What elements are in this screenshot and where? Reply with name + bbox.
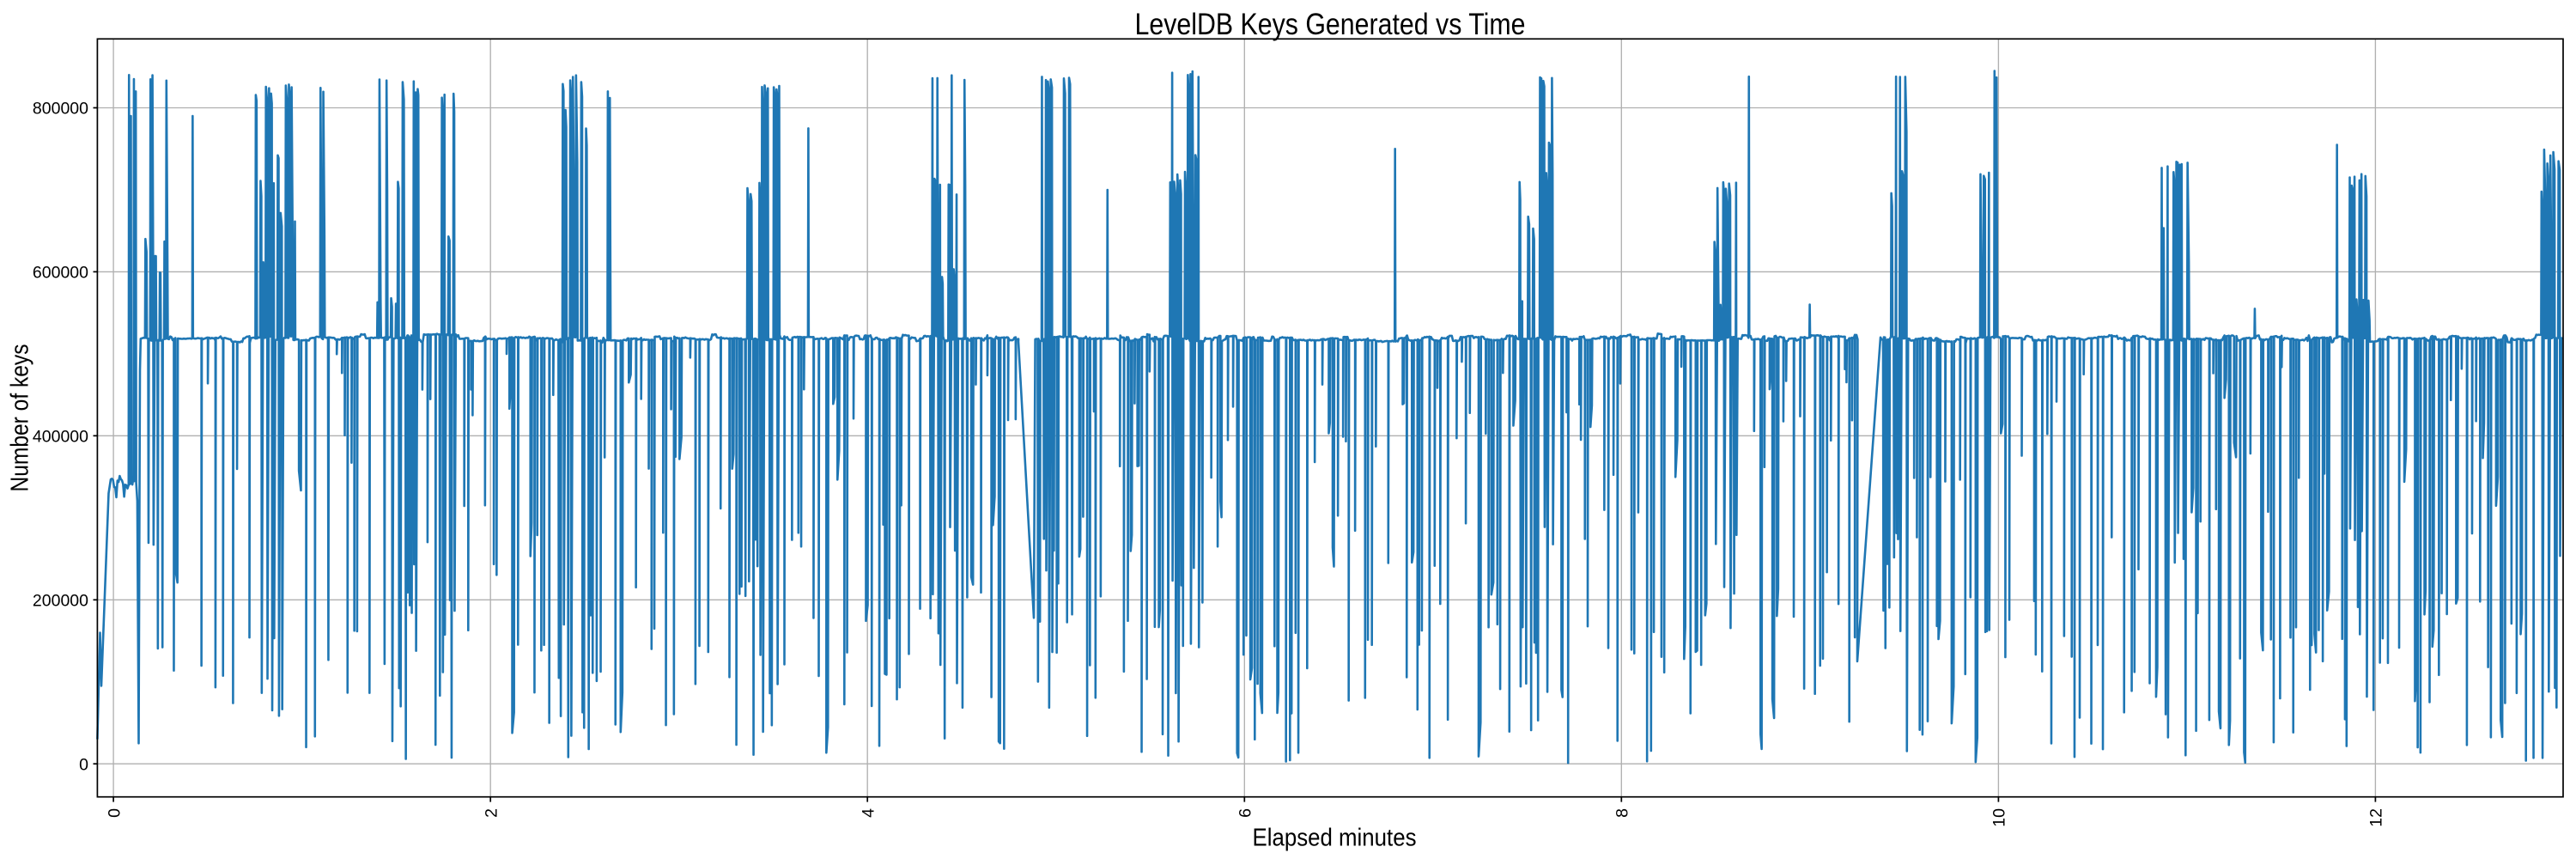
svg-text:Elapsed minutes: Elapsed minutes xyxy=(1253,825,1417,852)
svg-text:Number of keys: Number of keys xyxy=(6,344,33,492)
svg-text:600000: 600000 xyxy=(33,264,88,283)
svg-text:400000: 400000 xyxy=(33,428,88,447)
svg-text:12: 12 xyxy=(2367,808,2386,827)
svg-text:0: 0 xyxy=(105,808,124,818)
svg-text:2: 2 xyxy=(482,808,501,818)
svg-text:LevelDB Keys Generated vs Time: LevelDB Keys Generated vs Time xyxy=(1135,8,1526,41)
svg-text:8: 8 xyxy=(1613,808,1632,818)
svg-text:0: 0 xyxy=(79,755,88,774)
svg-text:10: 10 xyxy=(1990,808,2009,827)
svg-text:6: 6 xyxy=(1236,808,1255,818)
svg-text:4: 4 xyxy=(859,808,878,818)
svg-text:800000: 800000 xyxy=(33,100,88,119)
svg-text:200000: 200000 xyxy=(33,592,88,611)
